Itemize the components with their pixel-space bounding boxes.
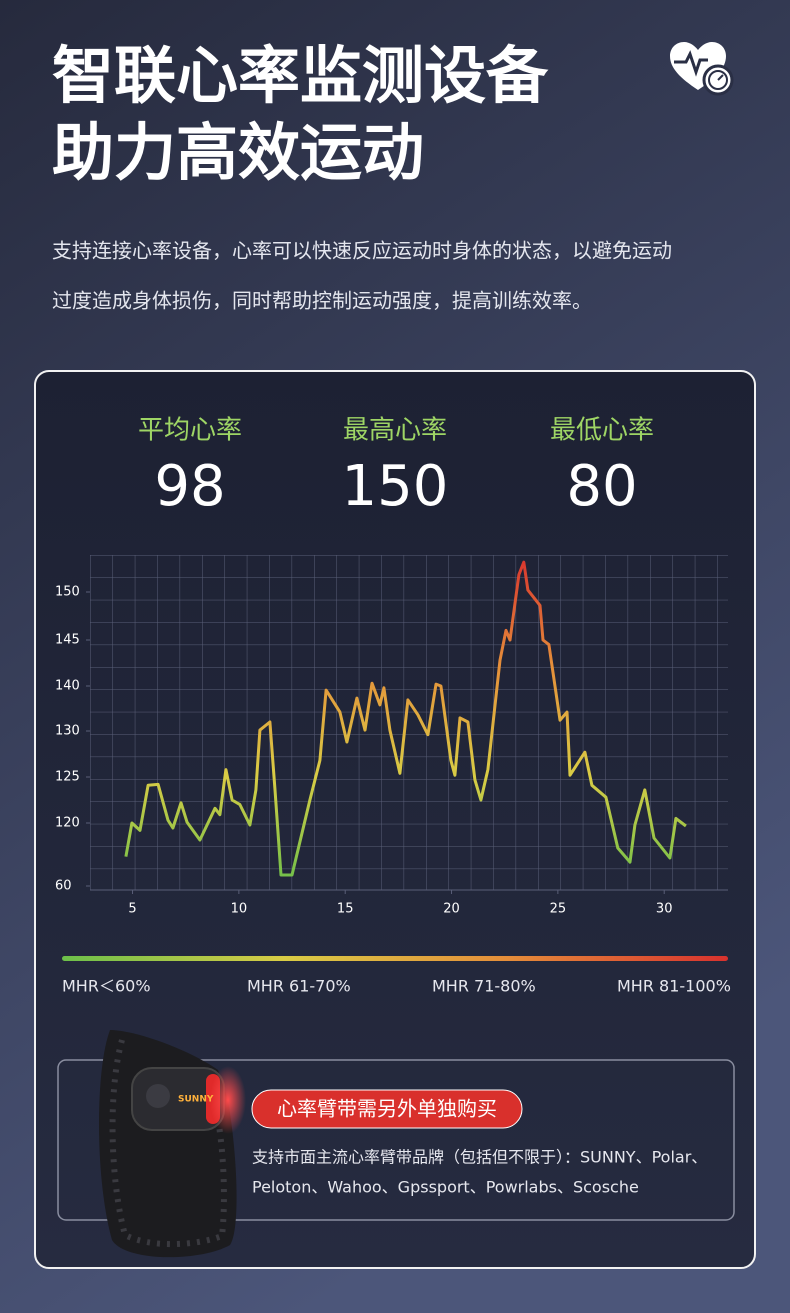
zone-gradient-bar	[62, 956, 728, 961]
stat-label: 最高心率	[343, 416, 447, 446]
notice-box	[57, 1059, 735, 1221]
title: 智联心率监测设备	[52, 39, 549, 112]
y-tick-label: 125	[55, 770, 80, 785]
x-tick-label: 20	[443, 902, 460, 917]
heart-icon	[670, 42, 734, 96]
zone-label: MHR＜60%	[62, 977, 151, 996]
title: 助力高效运动	[52, 116, 424, 189]
x-tick-label: 25	[550, 902, 567, 917]
stat-value: 80	[566, 454, 637, 519]
x-tick-label: 10	[231, 902, 248, 917]
zone-label: MHR 81-100%	[617, 977, 731, 996]
x-tick-label: 30	[656, 902, 673, 917]
zone-label: MHR 61-70%	[247, 977, 351, 996]
stat-label: 平均心率	[138, 416, 242, 446]
heart-rate-line	[124, 560, 687, 877]
zone-label: MHR 71-80%	[432, 977, 536, 996]
stat-value: 98	[154, 454, 225, 519]
brand-logo: SUNNY	[178, 1095, 214, 1105]
description: 支持连接心率设备，心率可以快速反应运动时身体的状态，以避免运动	[52, 239, 672, 263]
notice-badge-text: 心率臂带需另外单独购买	[277, 1097, 497, 1121]
y-tick-label: 120	[55, 816, 80, 831]
x-tick-label: 15	[337, 902, 354, 917]
y-tick-label: 140	[55, 679, 80, 694]
stat-label: 最低心率	[550, 416, 654, 446]
x-tick-label: 5	[128, 902, 136, 917]
armband-image: SUNNY	[98, 1030, 246, 1258]
description: 过度造成身体损伤，同时帮助控制运动强度，提高训练效率。	[52, 289, 592, 313]
y-tick-label: 145	[55, 633, 80, 648]
chart: 60 120 125 130 140 145 150 5 10 15 20 25 30	[55, 560, 687, 917]
y-tick-label: 150	[55, 585, 80, 600]
notice-text: Peloton、Wahoo、Gpssport、Powrlabs、Scosche	[252, 1178, 639, 1197]
y-tick-label: 130	[55, 724, 80, 739]
notice-text: 支持市面主流心率臂带品牌（包括但不限于）：SUNNY、Polar、	[252, 1148, 707, 1167]
notice-badge	[251, 1089, 523, 1129]
stat-value: 150	[342, 454, 449, 519]
y-tick-label: 60	[55, 879, 72, 894]
